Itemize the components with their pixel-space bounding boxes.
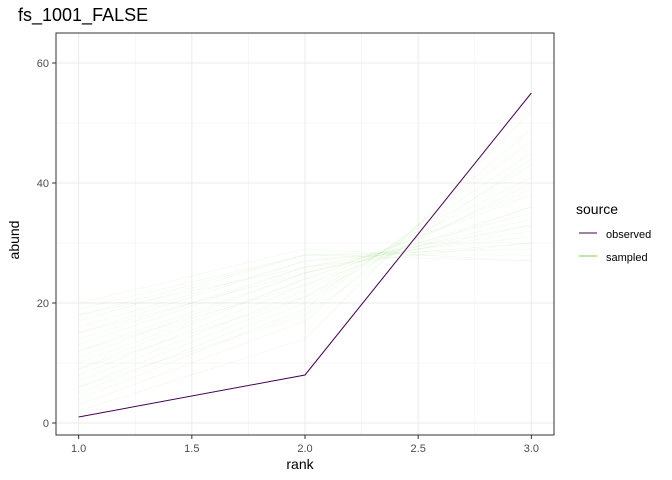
sampled-line xyxy=(78,218,532,352)
sampled-line xyxy=(78,212,532,358)
sampled-line xyxy=(78,224,532,334)
sampled-line xyxy=(78,206,532,352)
grid-major xyxy=(56,33,554,435)
observed-series xyxy=(78,92,532,418)
sampled-line xyxy=(78,224,532,346)
y-tick-label: 0 xyxy=(43,418,49,430)
sampled-line xyxy=(78,182,532,370)
sampled-line xyxy=(78,140,532,400)
sampled-line xyxy=(78,242,532,328)
y-axis-ticks: 0 20 40 60 xyxy=(37,58,56,430)
sampled-line xyxy=(78,128,532,406)
x-axis-ticks: 1.0 1.5 2.0 2.5 3.0 xyxy=(71,435,539,455)
sampled-series xyxy=(78,110,532,412)
sampled-line xyxy=(78,254,532,310)
sampled-line xyxy=(78,248,532,304)
chart-title: fs_1001_FALSE xyxy=(18,5,148,26)
y-tick-label: 60 xyxy=(37,58,49,70)
legend-title: source xyxy=(576,201,618,217)
sampled-line xyxy=(78,254,532,316)
x-tick-label: 1.0 xyxy=(71,443,86,455)
y-axis-title: abund xyxy=(6,221,22,260)
sampled-line xyxy=(78,242,532,316)
x-tick-label: 2.0 xyxy=(297,443,312,455)
x-tick-label: 2.5 xyxy=(411,443,426,455)
legend-label-sampled: sampled xyxy=(606,252,648,264)
x-axis-title: rank xyxy=(286,456,314,472)
sampled-line xyxy=(78,230,532,340)
x-tick-label: 3.0 xyxy=(524,443,539,455)
sampled-line xyxy=(78,236,532,334)
legend-label-observed: observed xyxy=(606,229,651,241)
sampled-line xyxy=(78,152,532,394)
observed-line xyxy=(78,92,532,418)
sampled-line xyxy=(78,248,532,322)
sampled-line xyxy=(78,158,532,388)
sampled-line xyxy=(78,206,532,364)
y-tick-label: 20 xyxy=(37,298,49,310)
sampled-line xyxy=(78,194,532,370)
y-tick-label: 40 xyxy=(37,178,49,190)
sampled-line xyxy=(78,164,532,388)
legend: source observed sampled xyxy=(576,201,651,264)
x-tick-label: 1.5 xyxy=(184,443,199,455)
sampled-line xyxy=(78,176,532,382)
sampled-line xyxy=(78,188,532,376)
